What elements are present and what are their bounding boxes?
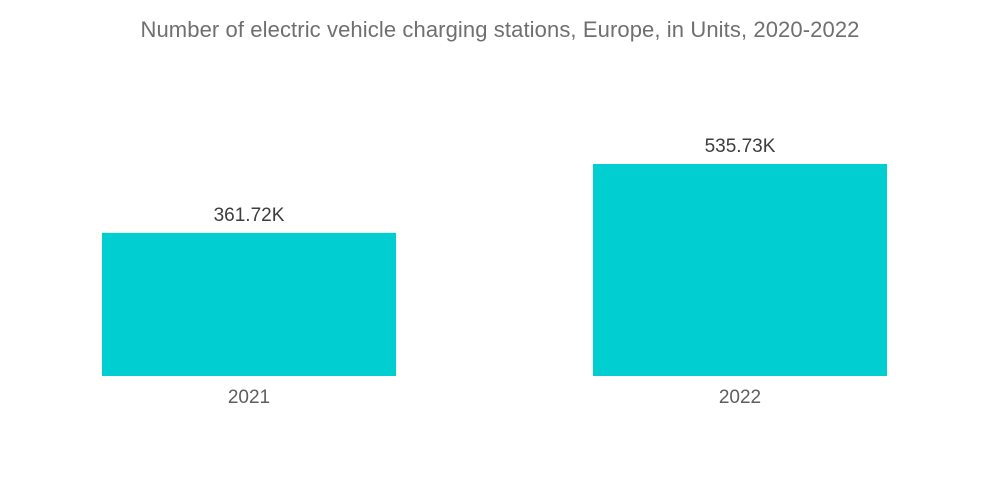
data-label-2022: 535.73K xyxy=(705,136,776,157)
bar-2021 xyxy=(102,232,396,376)
data-label-2021: 361.72K xyxy=(214,205,285,226)
bar-2022 xyxy=(593,164,887,376)
x-tick-label-2022: 2022 xyxy=(719,387,761,408)
labels-layer: 361.72K 2021 535.73K 2022 xyxy=(214,136,776,408)
x-tick-label-2021: 2021 xyxy=(228,387,270,408)
bars-layer xyxy=(102,164,887,376)
chart-title: Number of electric vehicle charging stat… xyxy=(140,17,860,42)
